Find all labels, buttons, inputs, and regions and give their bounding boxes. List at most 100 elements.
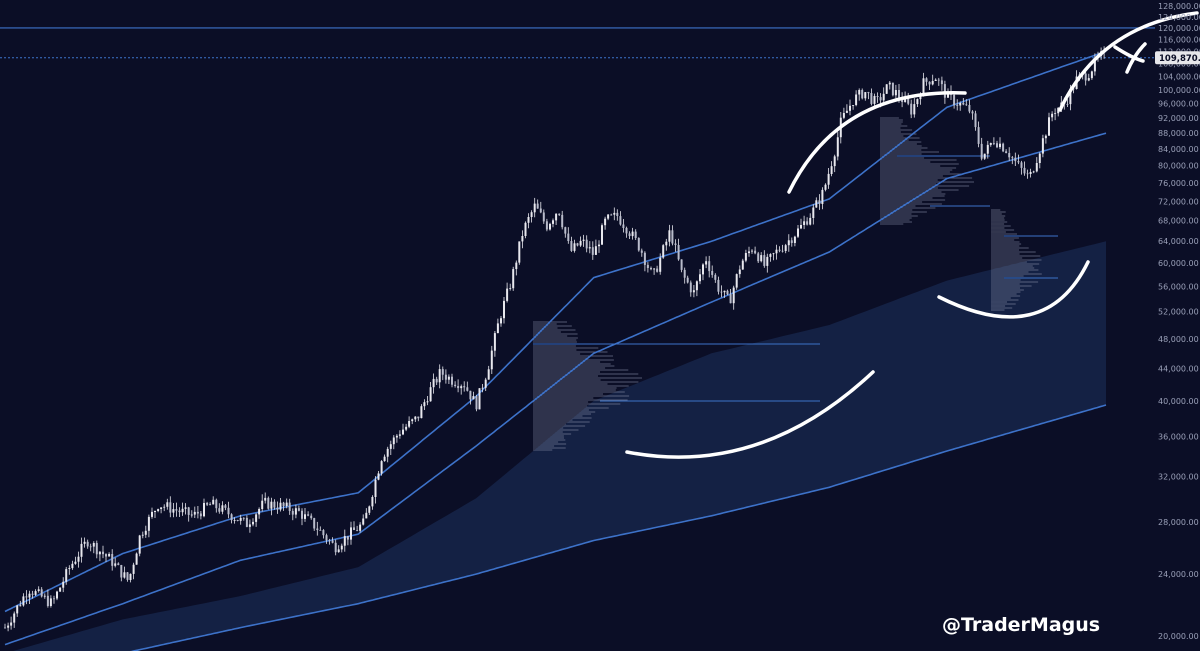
candle-body: [879, 97, 882, 101]
candle-body: [772, 253, 775, 255]
x-mark-stroke-1: [1113, 45, 1145, 63]
candle-body: [319, 530, 322, 531]
candle-body: [1054, 113, 1057, 114]
candle-body: [588, 247, 591, 249]
candle-body: [120, 565, 123, 578]
candle-body: [46, 595, 49, 606]
candle-body: [852, 105, 855, 106]
candle-body: [31, 593, 34, 595]
candle-body: [496, 323, 499, 334]
candle-body: [506, 288, 509, 301]
candle-body: [37, 589, 40, 591]
y-tick-label: 24,000.00: [1158, 570, 1199, 579]
candle-body: [340, 545, 343, 550]
candle-body: [227, 507, 230, 515]
candle-body: [203, 503, 205, 517]
candle-body: [677, 245, 680, 260]
candle-body: [610, 214, 613, 216]
candle-body: [1044, 135, 1047, 139]
candle-body: [671, 230, 674, 244]
candle-body: [775, 249, 778, 254]
candle-body: [53, 598, 55, 600]
candle-body: [876, 96, 879, 97]
candle-body: [331, 540, 334, 543]
candle-body: [141, 534, 144, 536]
candle-body: [646, 264, 649, 268]
candle-body: [922, 78, 925, 97]
candle-body: [521, 236, 524, 242]
y-tick-label: 96,000.00: [1158, 100, 1199, 109]
band-layer: [13, 241, 1106, 651]
candle-body: [1035, 163, 1038, 172]
candle-body: [199, 513, 202, 517]
candle-body: [882, 93, 885, 101]
candle-body: [503, 300, 505, 319]
y-tick-label: 44,000.00: [1158, 364, 1199, 373]
candle-body: [717, 279, 720, 292]
candle-body: [28, 593, 31, 598]
candle-body: [760, 255, 763, 262]
band-fill: [13, 241, 1106, 651]
y-tick-label: 104,000.00: [1158, 73, 1200, 82]
y-tick-label: 120,000.00: [1158, 24, 1200, 33]
candle-body: [7, 625, 10, 628]
candle-body: [940, 80, 943, 85]
candle-body: [757, 253, 760, 262]
candle-body: [601, 225, 603, 245]
candle-body: [729, 294, 732, 304]
candle-body: [463, 386, 466, 388]
candle-body: [154, 511, 156, 512]
candle-body: [653, 268, 656, 270]
candle-body: [83, 541, 86, 544]
candle-body: [328, 540, 331, 542]
candle-body: [705, 261, 708, 265]
candle-body: [1051, 113, 1054, 118]
y-tick-label: 40,000.00: [1158, 397, 1199, 406]
candle-body: [432, 378, 435, 388]
candle-body: [637, 238, 640, 251]
candle-body: [953, 94, 956, 106]
candle-body: [248, 524, 251, 527]
candle-body: [267, 497, 270, 509]
candle-body: [392, 437, 395, 445]
candle-body: [845, 110, 848, 113]
candle-body: [294, 508, 297, 515]
candle-body: [1026, 173, 1029, 175]
candle-body: [77, 556, 80, 562]
candle-body: [59, 587, 62, 592]
candle-body: [591, 247, 594, 255]
candle-body: [885, 84, 888, 94]
candle-body: [545, 221, 548, 230]
candle-body: [175, 509, 178, 511]
candle-body: [1017, 161, 1020, 163]
y-tick-label: 88,000.00: [1158, 129, 1199, 138]
candle-body: [460, 386, 463, 389]
candle-body: [680, 259, 683, 270]
candle-body: [937, 79, 940, 81]
candle-body: [291, 511, 294, 515]
candle-body: [711, 271, 714, 275]
candle-body: [43, 595, 46, 597]
candle-body: [806, 221, 809, 225]
candle-body: [873, 96, 876, 104]
candle-body: [408, 421, 411, 427]
candle-body: [928, 81, 931, 85]
candle-body: [613, 212, 616, 215]
candle-body: [861, 90, 864, 99]
moving-average-lines: [4, 50, 1107, 651]
candle-body: [656, 268, 659, 272]
candle-body: [334, 542, 337, 553]
candle-body: [68, 568, 71, 569]
candle-body: [414, 416, 417, 420]
candle-body: [726, 290, 729, 295]
candle-body: [1023, 167, 1026, 174]
candle-body: [108, 554, 111, 557]
candle-body: [989, 143, 992, 145]
candle-body: [25, 596, 28, 598]
candle-body: [702, 264, 704, 275]
candle-body: [980, 143, 983, 159]
y-tick-label: 28,000.00: [1158, 518, 1199, 527]
candle-body: [619, 216, 622, 225]
candle-body: [147, 516, 150, 531]
candle-body: [842, 113, 845, 118]
